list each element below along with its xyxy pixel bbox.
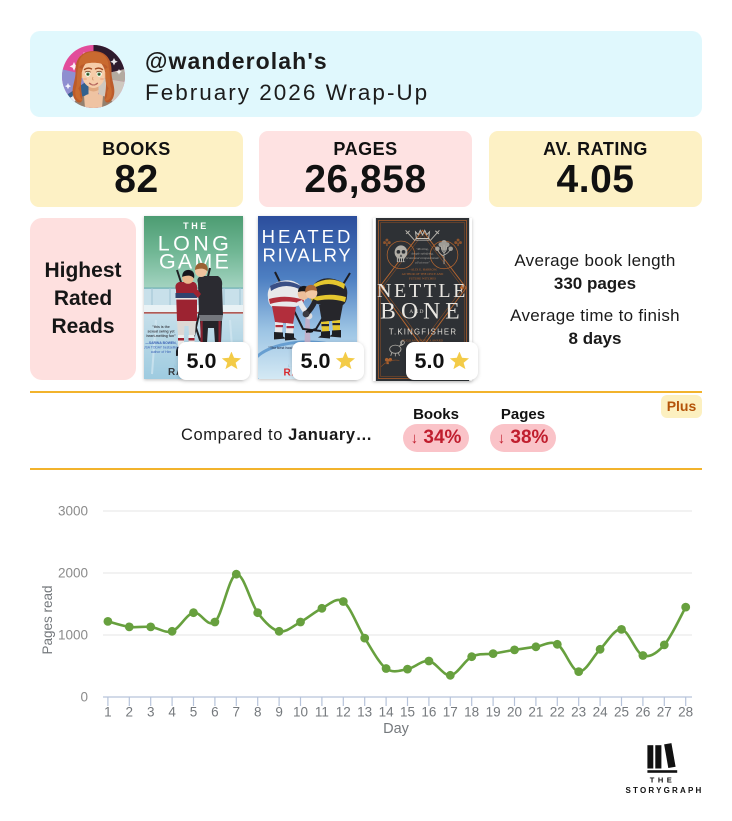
svg-text:T.KINGFISHER: T.KINGFISHER [389, 327, 457, 336]
svg-text:19: 19 [486, 705, 501, 720]
svg-text:RIVALRY: RIVALRY [262, 245, 352, 266]
svg-text:21: 21 [528, 705, 543, 720]
svg-text:brutal and compassionate: brutal and compassionate [406, 256, 439, 260]
svg-text:GAME: GAME [159, 250, 231, 274]
svg-text:THE: THE [183, 221, 209, 231]
svg-text:7: 7 [233, 705, 241, 720]
svg-text:13: 13 [357, 705, 372, 720]
svg-text:FUTURE WITCHES: FUTURE WITCHES [409, 277, 436, 281]
svg-text:THE: THE [650, 776, 676, 785]
svg-text:—SARINA BOWEN,: —SARINA BOWEN, [145, 341, 176, 345]
svg-text:28: 28 [678, 705, 693, 720]
svg-text:1000: 1000 [58, 628, 88, 643]
svg-text:10: 10 [293, 705, 308, 720]
svg-text:2: 2 [126, 705, 134, 720]
svg-text:NETTLE: NETTLE [377, 280, 468, 302]
svg-text:"Riveting,: "Riveting, [416, 247, 429, 252]
svg-text:1: 1 [104, 705, 112, 720]
svg-text:sexual swing yet: sexual swing yet [148, 330, 176, 334]
svg-text:26: 26 [635, 705, 650, 720]
svg-text:16: 16 [421, 705, 436, 720]
svg-text:—ALIX E. HARROW,: —ALIX E. HARROW, [407, 267, 438, 272]
svg-text:AUTHOR OF THE ONCE AND: AUTHOR OF THE ONCE AND [402, 272, 444, 276]
svg-text:heart-melting fun": heart-melting fun" [146, 334, 176, 338]
svg-text:5: 5 [190, 705, 198, 720]
svg-text:AND: AND [409, 309, 424, 315]
svg-text:24: 24 [593, 705, 609, 720]
svg-text:14: 14 [379, 705, 395, 720]
svg-text:3: 3 [147, 705, 155, 720]
svg-text:HEATED: HEATED [262, 226, 354, 247]
svg-text:12: 12 [336, 705, 351, 720]
svg-text:USA TODAY bestselling: USA TODAY bestselling [144, 346, 179, 350]
svg-text:15: 15 [400, 705, 415, 720]
svg-text:11: 11 [315, 705, 329, 720]
svg-text:author of Him: author of Him [151, 350, 172, 354]
svg-text:17: 17 [443, 705, 458, 720]
svg-text:18: 18 [464, 705, 479, 720]
svg-text:2000: 2000 [58, 566, 88, 581]
svg-text:20: 20 [507, 705, 522, 720]
svg-text:9: 9 [275, 705, 283, 720]
svg-text:25: 25 [614, 705, 629, 720]
svg-text:4: 4 [168, 705, 176, 720]
svg-text:6: 6 [211, 705, 219, 720]
svg-text:"this is the: "this is the [152, 325, 170, 329]
svg-text:all at once": all at once" [415, 261, 430, 265]
svg-text:deeply satisfying,: deeply satisfying, [412, 251, 434, 256]
svg-text:0: 0 [80, 690, 88, 705]
svg-text:Pages read: Pages read [40, 585, 55, 654]
svg-text:3000: 3000 [58, 504, 88, 519]
svg-text:23: 23 [571, 705, 586, 720]
svg-text:22: 22 [550, 705, 565, 720]
svg-text:8: 8 [254, 705, 262, 720]
svg-text:HUGO AND NEBULA AWARD: HUGO AND NEBULA AWARD [402, 339, 443, 343]
svg-text:"The best hockey...": "The best hockey..." [268, 346, 302, 350]
svg-text:27: 27 [657, 705, 672, 720]
svg-text:Day: Day [383, 721, 410, 737]
svg-text:LONG: LONG [158, 232, 233, 256]
svg-text:BONE: BONE [380, 298, 465, 324]
svg-text:STORYGRAPH: STORYGRAPH [625, 786, 703, 795]
